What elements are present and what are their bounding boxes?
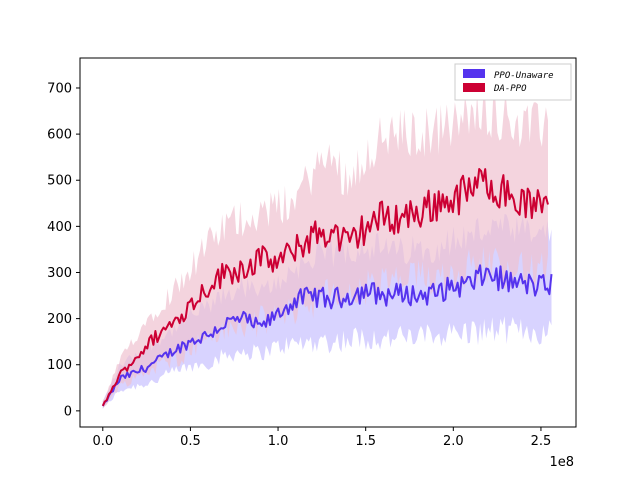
legend-swatch-da-ppo [463,83,485,92]
line-ppo-unaware [101,264,553,407]
y-tick-label: 400 [47,220,72,235]
y-tick-label: 600 [47,128,72,143]
y-axis: 0 100 200 300 400 500 600 700 [47,81,80,419]
y-tick-label: 0 [64,404,72,419]
x-axis: 0.0 0.5 1.0 1.5 2.0 2.5 [92,427,551,449]
x-axis-multiplier: 1e8 [549,455,574,470]
x-tick-label: 1.5 [355,434,376,449]
legend-box [454,63,572,101]
legend-swatch-ppo-unaware [463,69,485,78]
x-tick-label: 0.0 [92,434,113,449]
line-da-ppo [101,168,549,407]
y-tick-label: 200 [47,312,72,327]
x-tick-label: 2.5 [531,434,552,449]
x-tick-label: 2.0 [443,434,464,449]
y-tick-label: 100 [47,358,72,373]
y-tick-label: 300 [47,266,72,281]
y-tick-label: 500 [47,174,72,189]
y-tick-label: 700 [47,81,72,96]
plot-frame [79,57,577,428]
x-tick-label: 0.5 [180,434,201,449]
legend-label-ppo-unaware: PPO-Unaware [494,71,554,81]
legend: PPO-Unaware DA-PPO [454,63,572,101]
legend-label-da-ppo: DA-PPO [493,84,527,94]
series-lines [101,168,553,407]
x-tick-label: 1.0 [268,434,289,449]
